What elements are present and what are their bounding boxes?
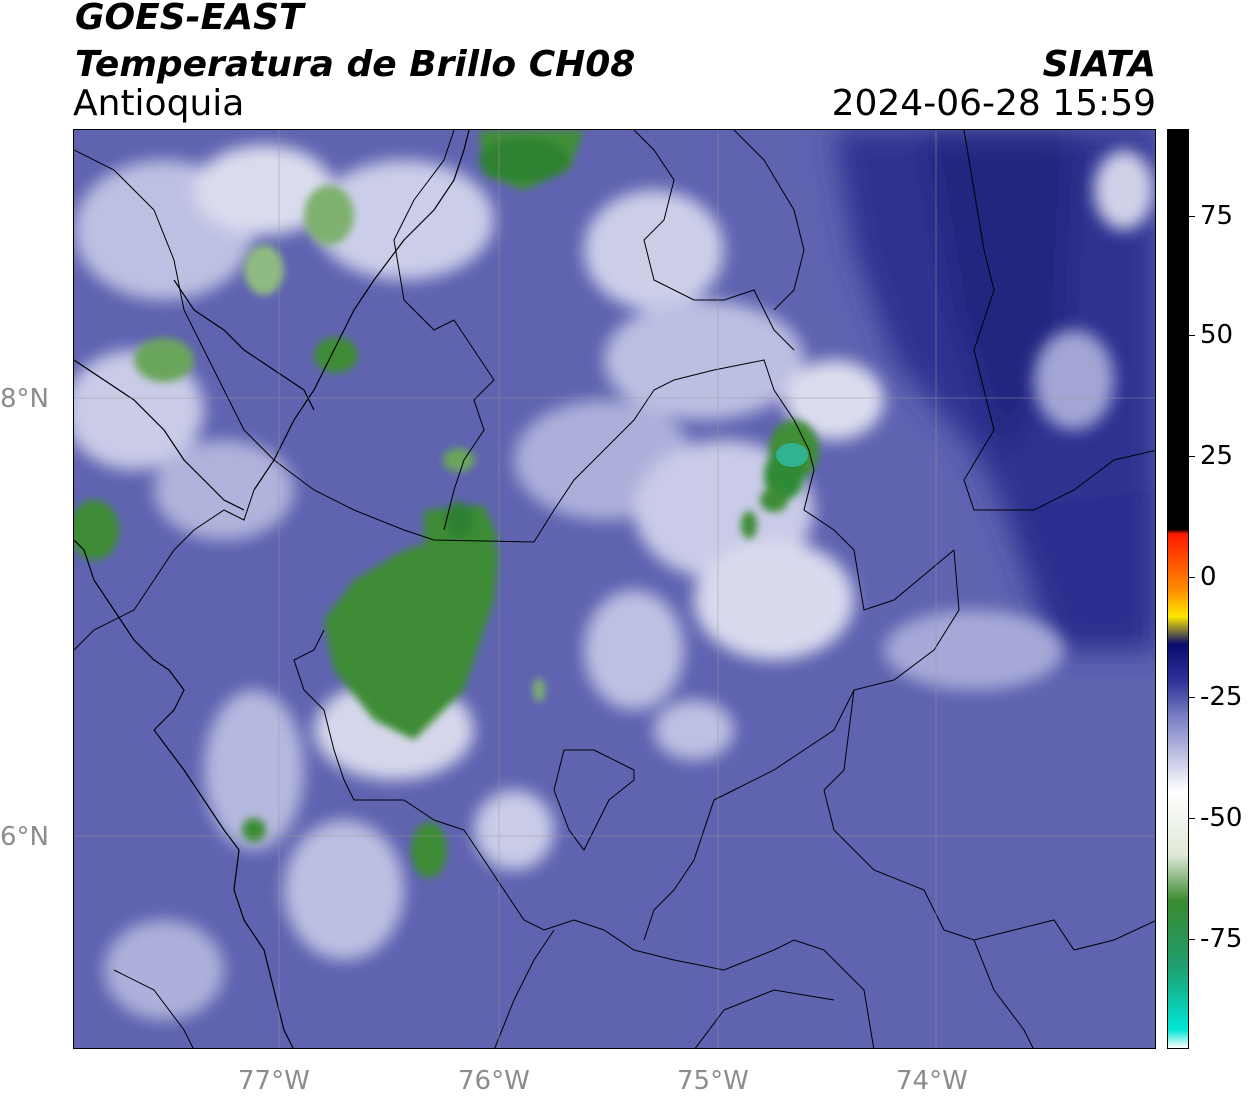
boundaries [74,130,1155,1048]
colorbar-tick [1189,939,1195,940]
y-tick-label: 8°N [0,384,49,414]
colorbar-label: -50 [1200,803,1243,833]
colorbar-label: -75 [1200,924,1243,954]
light-cloud-patches [74,145,1154,1020]
colorbar-tick [1189,335,1195,336]
colorbar-tick [1189,456,1195,457]
colorbar-label: 0 [1200,562,1217,592]
colorbar [1167,129,1189,1049]
colorbar-label: -25 [1200,682,1243,712]
satellite-title: GOES-EAST [75,0,304,38]
colorbar-tick [1189,216,1195,217]
cold-cloud-tops [74,130,819,878]
map-panel[interactable] [73,129,1156,1049]
datetime-label: 2024-06-28 15:59 [831,83,1156,124]
colorbar-label: 25 [1200,441,1234,471]
coldest-core [776,443,808,467]
colorbar-tick [1189,577,1195,578]
x-tick-label: 77°W [238,1066,310,1096]
x-tick-label: 76°W [458,1066,530,1096]
gridlines [74,130,1155,1048]
brightness-temperature-map [74,130,1155,1048]
region-label: Antioquia [73,83,245,124]
colorbar-tick [1189,818,1195,819]
x-tick-label: 75°W [677,1066,749,1096]
colorbar-tick [1189,697,1195,698]
colorbar-label: 50 [1200,320,1234,350]
colorbar-label: 75 [1200,201,1234,231]
agency-label: SIATA [1042,44,1156,85]
coastline [74,130,470,1048]
product-title: Temperatura de Brillo CH08 [75,44,636,85]
x-tick-label: 74°W [896,1066,968,1096]
y-tick-label: 6°N [0,822,49,852]
